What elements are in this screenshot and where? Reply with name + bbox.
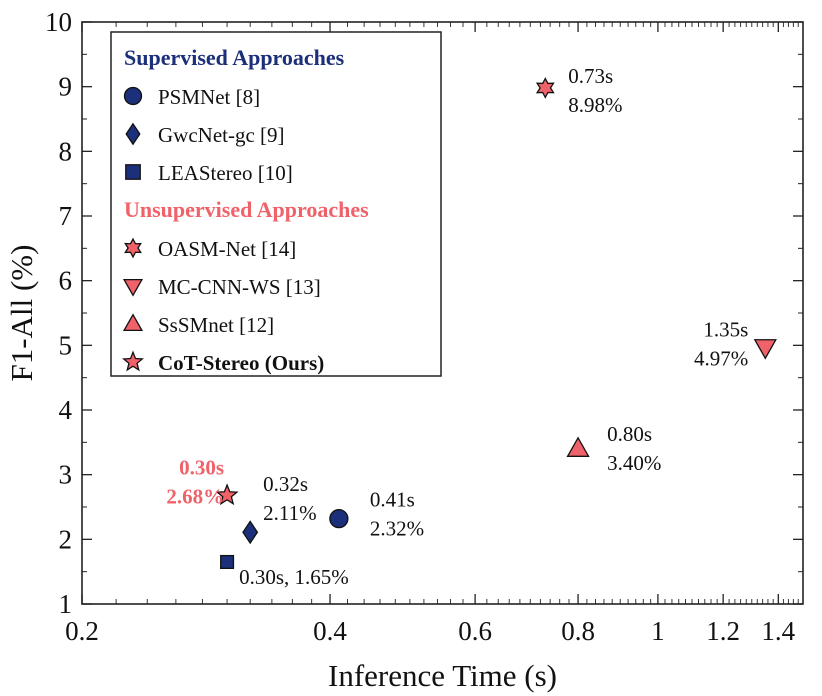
point-annotation: 2.11% (263, 501, 316, 525)
data-point-hexagram (535, 77, 555, 99)
legend-entry-label: SsSMnet [12] (158, 313, 274, 337)
legend-entry-label: LEAStereo [10] (158, 161, 293, 185)
point-annotation: 0.30s (179, 455, 224, 479)
data-point-circle (329, 508, 349, 529)
legend-marker-triangle-down (122, 278, 144, 297)
point-annotation: 3.40% (607, 451, 661, 475)
point-annotation: 0.73s (568, 64, 613, 88)
y-tick-label: 8 (59, 136, 73, 166)
y-tick-label: 3 (59, 460, 73, 490)
point-annotation: 2.68% (166, 484, 224, 508)
legend-box (110, 31, 442, 377)
point-annotation: 2.32% (370, 517, 424, 541)
point-annotation: 1.35s (703, 317, 748, 341)
x-tick-label: 0.6 (458, 616, 492, 646)
point-annotation: 0.41s (370, 488, 415, 512)
y-tick-label: 5 (59, 330, 73, 360)
point-annotation: 0.80s (607, 422, 652, 446)
legend-marker-hexagram (124, 237, 142, 259)
data-point-diamond (242, 520, 259, 545)
x-tick-label: 0.4 (313, 616, 347, 646)
data-point-square (220, 554, 235, 569)
x-tick-label: 0.8 (561, 616, 595, 646)
legend-heading: Supervised Approaches (124, 45, 345, 70)
x-axis-title: Inference Time (s) (328, 658, 557, 693)
point-annotation: 8.98% (568, 93, 622, 117)
data-point-triangle-down (753, 339, 777, 360)
y-axis-title: F1-All (%) (4, 245, 39, 382)
legend-entry-label: OASM-Net [14] (158, 237, 296, 261)
legend-entry-label: CoT-Stereo (Ours) (158, 351, 324, 375)
legend-heading: Unsupervised Approaches (124, 197, 369, 222)
y-tick-label: 7 (59, 201, 73, 231)
legend-marker-square (125, 164, 141, 180)
point-annotation: 0.32s (263, 472, 308, 496)
legend-entry-label: PSMNet [8] (158, 85, 260, 109)
x-tick-label: 0.2 (65, 616, 99, 646)
point-annotation: 0.30s, 1.65% (239, 565, 349, 589)
y-tick-label: 9 (59, 72, 73, 102)
y-tick-label: 4 (59, 395, 73, 425)
y-tick-label: 6 (59, 266, 73, 296)
y-tick-label: 2 (59, 524, 73, 554)
legend-marker-star (122, 350, 144, 372)
legend-entry-label: MC-CNN-WS [13] (158, 275, 321, 299)
y-tick-label: 1 (59, 589, 73, 619)
legend-entry-label: GwcNet-gc [9] (158, 123, 285, 147)
y-tick-label: 10 (45, 7, 72, 37)
x-tick-label: 1.2 (706, 616, 740, 646)
legend-marker-circle (123, 86, 143, 106)
legend-marker-diamond (125, 122, 141, 146)
x-tick-label: 1 (651, 616, 665, 646)
data-point-triangle-up (566, 436, 590, 457)
point-annotation: 4.97% (694, 346, 748, 370)
x-tick-label: 1.4 (761, 616, 795, 646)
data-point-star (215, 483, 239, 506)
legend-marker-triangle-up (122, 313, 144, 332)
